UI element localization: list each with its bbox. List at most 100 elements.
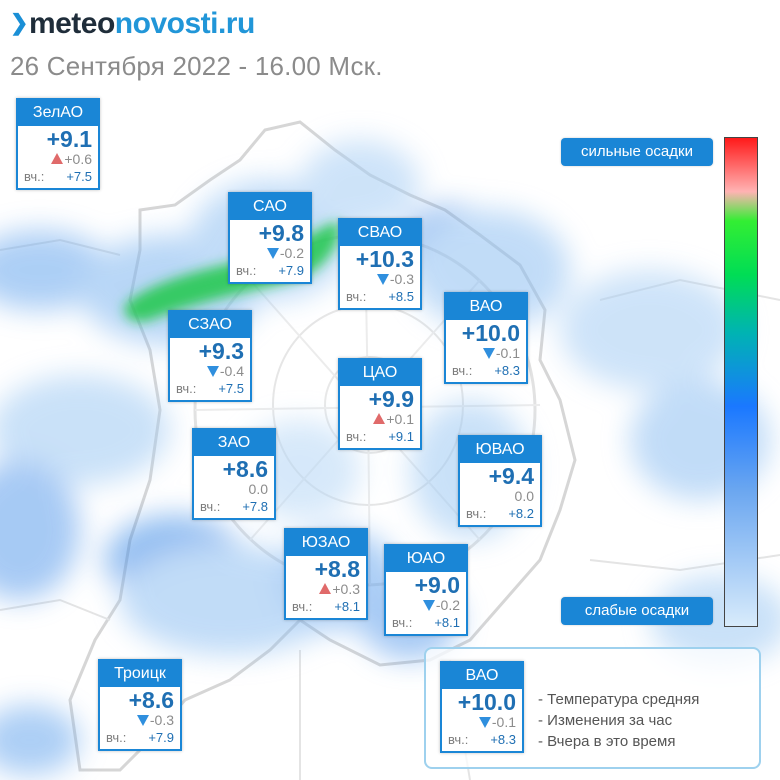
yesterday-label: вч.:	[392, 615, 413, 630]
yesterday-value: +7.5	[66, 169, 92, 184]
change-value: +0.3	[332, 581, 360, 597]
district-card[interactable]: ЮАО +9.0 -0.2 вч.: +8.1	[384, 544, 468, 636]
yesterday-value: +7.8	[242, 499, 268, 514]
yesterday-value: +7.9	[278, 263, 304, 278]
triangle-down-icon	[266, 248, 279, 259]
change-value: +0.6	[64, 151, 92, 167]
district-card[interactable]: ЮЗАО +8.8 +0.3 вч.: +8.1	[284, 528, 368, 620]
district-name: СВАО	[340, 220, 420, 246]
yesterday-label: вч.:	[200, 499, 221, 514]
district-name: ЮАО	[386, 546, 466, 572]
district-name: ВАО	[446, 294, 526, 320]
district-card[interactable]: ЗАО +8.6 0.0 вч.: +7.8	[192, 428, 276, 520]
yesterday-row: вч.: +8.3	[446, 362, 526, 382]
district-name: ЦАО	[340, 360, 420, 386]
triangle-down-icon	[422, 600, 435, 611]
yesterday-value: +9.1	[388, 429, 414, 444]
yesterday-value: +8.3	[490, 732, 516, 747]
hourly-change: -0.4	[170, 363, 250, 380]
site-logo[interactable]: ❯meteonovosti.ru	[10, 7, 255, 40]
change-value: 0.0	[514, 488, 534, 504]
triangle-down-icon	[478, 717, 491, 728]
change-value: -0.3	[149, 712, 174, 728]
yesterday-row: вч.: +8.3	[442, 731, 522, 751]
avg-temperature: +9.9	[368, 386, 414, 412]
avg-temperature: +9.3	[198, 338, 244, 364]
triangle-up-icon	[373, 413, 386, 424]
yesterday-value: +7.5	[218, 381, 244, 396]
yesterday-value: +8.2	[508, 506, 534, 521]
hourly-change: -0.1	[442, 714, 522, 731]
district-card[interactable]: ЦАО +9.9 +0.1 вч.: +9.1	[338, 358, 422, 450]
triangle-down-icon	[376, 274, 389, 285]
hourly-change: 0.0	[194, 481, 274, 498]
avg-temperature: +10.0	[461, 320, 520, 346]
yesterday-label: вч.:	[466, 506, 487, 521]
avg-temperature: +8.8	[314, 556, 360, 582]
district-card[interactable]: СЗАО +9.3 -0.4 вч.: +7.5	[168, 310, 252, 402]
district-name: СЗАО	[170, 312, 250, 338]
avg-temperature: +9.4	[488, 463, 534, 489]
triangle-up-icon	[319, 583, 332, 594]
yesterday-label: вч.:	[346, 289, 367, 304]
district-name: ЗелАО	[18, 100, 98, 126]
yesterday-label: вч.:	[346, 429, 367, 444]
yesterday-value: +7.9	[148, 730, 174, 745]
hourly-change: -0.2	[386, 597, 466, 614]
avg-temperature: +9.0	[414, 572, 460, 598]
hourly-change: -0.1	[446, 345, 526, 362]
district-card[interactable]: Троицк +8.6 -0.3 вч.: +7.9	[98, 659, 182, 751]
yesterday-label: вч.:	[292, 599, 313, 614]
change-value: +0.1	[386, 411, 414, 427]
date-time: 26 Сентября 2022 - 16.00 Мск.	[10, 51, 383, 81]
strong-precip-label: сильные осадки	[561, 138, 713, 166]
yesterday-row: вч.: +7.5	[18, 168, 98, 188]
district-card[interactable]: САО +9.8 -0.2 вч.: +7.9	[228, 192, 312, 284]
yesterday-value: +8.5	[388, 289, 414, 304]
hourly-change: +0.6	[18, 151, 98, 168]
district-name: САО	[230, 194, 310, 220]
yesterday-row: вч.: +7.9	[100, 729, 180, 749]
triangle-down-icon	[206, 366, 219, 377]
yesterday-label: вч.:	[452, 363, 473, 378]
triangle-up-icon	[51, 153, 64, 164]
yesterday-row: вч.: +9.1	[340, 428, 420, 448]
avg-temperature: +9.8	[258, 220, 304, 246]
yesterday-row: вч.: +8.1	[386, 614, 466, 634]
change-value: 0.0	[248, 481, 268, 497]
district-name: ЮЗАО	[286, 530, 366, 556]
yesterday-row: вч.: +8.1	[286, 598, 366, 618]
yesterday-value: +8.3	[494, 363, 520, 378]
hourly-change: -0.2	[230, 245, 310, 262]
legend-box: ВАО +10.0 -0.1 вч.: +8.3 - Температура средн…	[424, 647, 761, 769]
hourly-change: -0.3	[340, 271, 420, 288]
yesterday-label: вч.:	[106, 730, 127, 745]
yesterday-label: вч.:	[176, 381, 197, 396]
district-name: Троицк	[100, 661, 180, 687]
change-value: -0.2	[279, 245, 304, 261]
district-card[interactable]: ЗелАО +9.1 +0.6 вч.: +7.5	[16, 98, 100, 190]
change-value: -0.3	[389, 271, 414, 287]
legend-sample-card[interactable]: ВАО +10.0 -0.1 вч.: +8.3	[440, 661, 524, 753]
yesterday-row: вч.: +8.5	[340, 288, 420, 308]
avg-temperature: +8.6	[222, 456, 268, 482]
legend-line-change: - Изменения за час	[538, 712, 673, 729]
district-card[interactable]: ЮВАО +9.4 0.0 вч.: +8.2	[458, 435, 542, 527]
chevron-logo-icon: ❯	[10, 10, 28, 35]
legend-line-temp: - Температура средняя	[538, 691, 700, 708]
hourly-change: 0.0	[460, 488, 540, 505]
yesterday-label: вч.:	[236, 263, 257, 278]
yesterday-row: вч.: +7.8	[194, 498, 274, 518]
precip-color-scale	[724, 137, 758, 627]
avg-temperature: +8.6	[128, 687, 174, 713]
weak-precip-label: слабые осадки	[561, 597, 713, 625]
change-value: -0.1	[495, 345, 520, 361]
header: ❯meteonovosti.ru 26 Сентября 2022 - 16.0…	[10, 6, 383, 82]
district-card[interactable]: СВАО +10.3 -0.3 вч.: +8.5	[338, 218, 422, 310]
change-value: -0.4	[219, 363, 244, 379]
yesterday-row: вч.: +7.5	[170, 380, 250, 400]
hourly-change: +0.1	[340, 411, 420, 428]
district-card[interactable]: ВАО +10.0 -0.1 вч.: +8.3	[444, 292, 528, 384]
avg-temperature: +9.1	[46, 126, 92, 152]
yesterday-row: вч.: +7.9	[230, 262, 310, 282]
